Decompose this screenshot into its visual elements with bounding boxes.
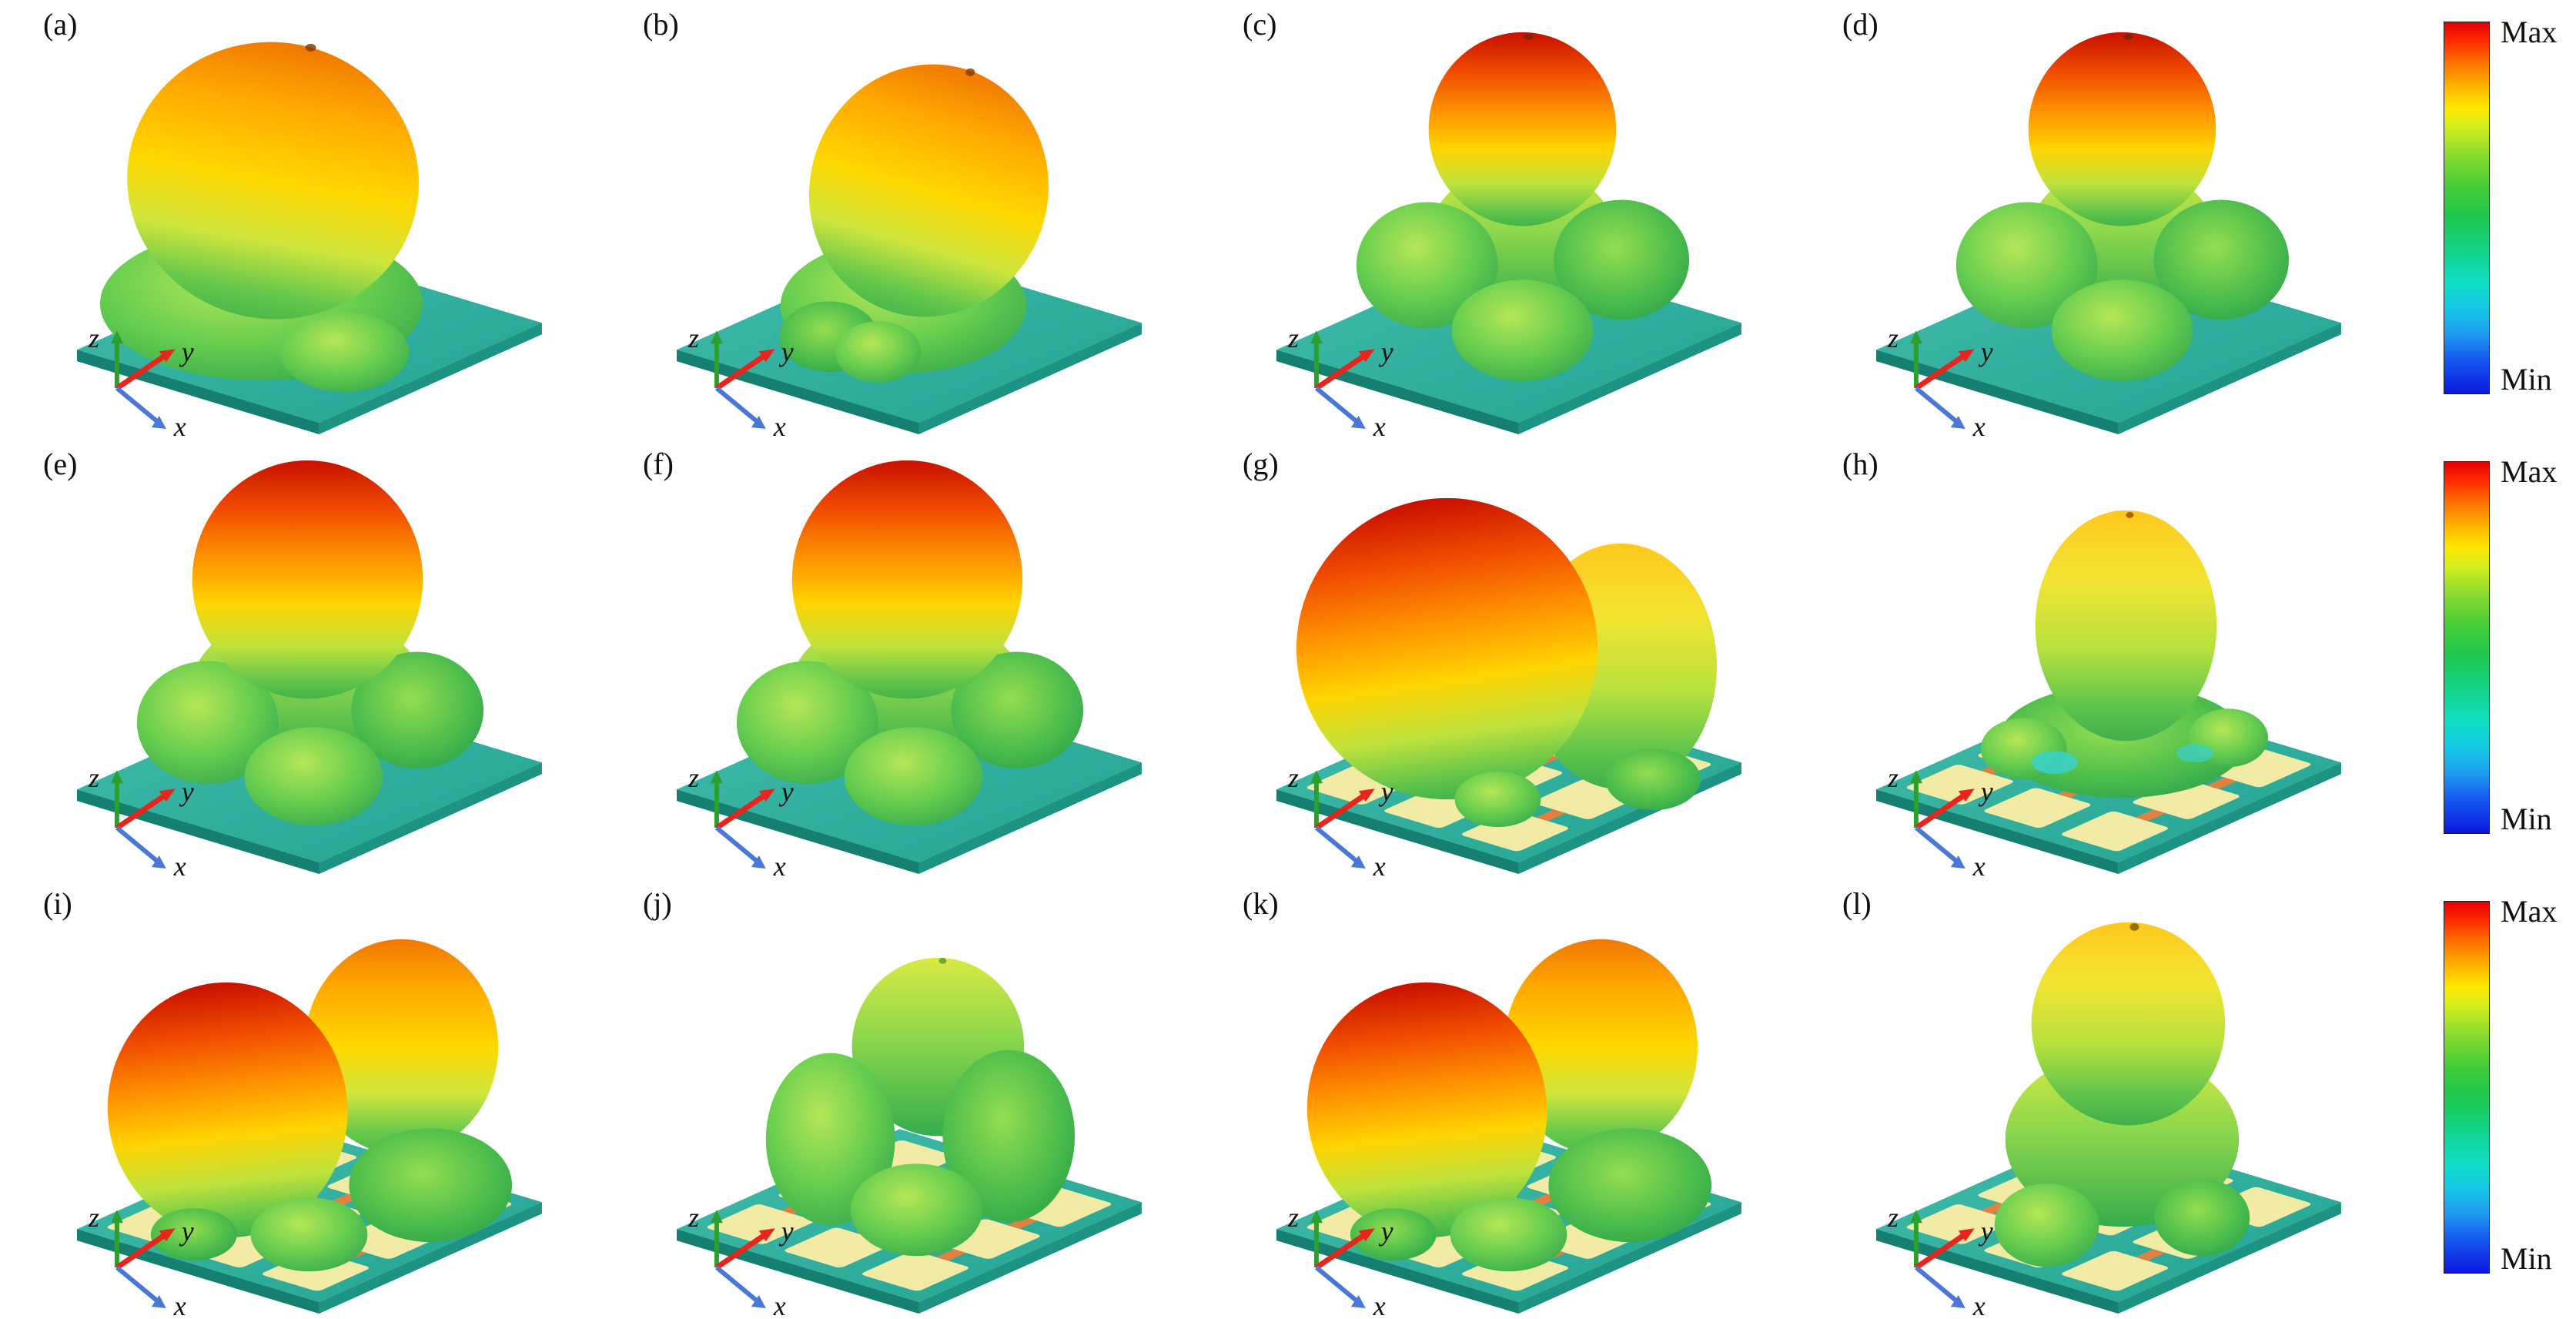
axis-label-x: x	[1972, 411, 1986, 440]
axis-label-z: z	[1287, 323, 1299, 353]
axis-label-x: x	[1972, 851, 1986, 879]
axis-label-z: z	[1287, 762, 1299, 793]
axis-label-y: y	[1979, 1216, 1993, 1247]
axis-label-x: x	[773, 851, 786, 879]
axis-label-z: z	[687, 1202, 699, 1233]
axis-label-x: x	[173, 851, 186, 879]
panel-l: (l) z y x	[1799, 879, 2399, 1319]
panel-j: (j) z y x	[600, 879, 1199, 1319]
panel-label: (i)	[43, 886, 72, 921]
axis-label-x: x	[1972, 1291, 1986, 1319]
panel-a: (a) z y x	[0, 0, 600, 440]
radiation-pattern-plot: z y x	[0, 939, 600, 1319]
radiation-pattern-plot: z y x	[1799, 922, 2399, 1319]
radiation-pattern-blob	[99, 18, 441, 393]
axis-label-y: y	[779, 336, 794, 367]
radiation-pattern-blob	[765, 957, 1076, 1257]
axis-label-x: x	[1373, 411, 1386, 440]
axis-label-x: x	[173, 1291, 186, 1319]
radiation-pattern-blob	[1980, 510, 2269, 798]
radiation-pattern-plot: z y x	[1276, 32, 1741, 440]
panel-label: (g)	[1243, 447, 1279, 481]
panel-label: (b)	[643, 7, 679, 42]
panel-b: (b) z y x	[600, 0, 1199, 440]
radiation-pattern-plot: z y x	[1799, 510, 2399, 879]
panel-e: (e) z y x	[0, 440, 600, 879]
radiation-pattern-plot: z y x	[1199, 939, 1799, 1319]
radiation-pattern-blob	[95, 939, 513, 1272]
colorbar-row-1: Max Min	[2399, 0, 2576, 440]
colorbar-max-label: Max	[2501, 894, 2558, 929]
axis-label-y: y	[179, 776, 194, 807]
axis-label-x: x	[773, 1291, 786, 1319]
axis-label-y: y	[1379, 776, 1393, 807]
panel-label: (j)	[643, 886, 672, 921]
radiation-pattern-blob	[1294, 939, 1712, 1272]
colorbar	[2444, 22, 2490, 394]
axis-label-y: y	[179, 336, 194, 367]
axis-label-z: z	[88, 323, 99, 353]
axis-label-z: z	[1887, 1202, 1899, 1233]
axis-label-z: z	[88, 762, 99, 793]
panel-label: (f)	[643, 447, 674, 481]
colorbar-row-3: Max Min	[2399, 879, 2576, 1319]
axis-label-z: z	[88, 1202, 99, 1233]
axis-label-x: x	[173, 411, 186, 440]
colorbar-max-label: Max	[2501, 454, 2558, 489]
panel-d: (d) z y x	[1799, 0, 2399, 440]
panel-g: (g) z y x	[1199, 440, 1799, 879]
panel-k: (k) z y x	[1199, 879, 1799, 1319]
axis-label-z: z	[1887, 323, 1899, 353]
radiation-pattern-plot: z y x	[1876, 32, 2341, 440]
panel-c: (c) z y x	[1199, 0, 1799, 440]
panel-f: (f) z y x	[600, 440, 1199, 879]
radiation-pattern-plot: z y x	[600, 957, 1199, 1319]
axis-label-y: y	[1379, 1216, 1393, 1247]
axis-label-y: y	[179, 1216, 194, 1247]
colorbar-max-label: Max	[2501, 15, 2558, 49]
panel-label: (d)	[1842, 7, 1878, 42]
radiation-pattern-blob	[1994, 922, 2250, 1267]
axis-label-y: y	[1979, 776, 1993, 807]
radiation-pattern-plot: z y x	[677, 35, 1142, 440]
colorbar	[2444, 461, 2490, 834]
colorbar	[2444, 901, 2490, 1274]
panel-i: (i) z y x	[0, 879, 600, 1319]
axis-label-y: y	[1379, 336, 1393, 367]
axis-label-z: z	[1887, 762, 1899, 793]
axis-label-y: y	[779, 776, 794, 807]
axis-label-x: x	[1373, 851, 1386, 879]
axis-label-z: z	[687, 762, 699, 793]
panel-label: (k)	[1243, 886, 1279, 921]
radiation-pattern-plot: z y x	[677, 460, 1142, 879]
axis-label-y: y	[1979, 336, 1993, 367]
axis-label-x: x	[1373, 1291, 1386, 1319]
panel-label: (h)	[1842, 447, 1878, 481]
radiation-pattern-plot: z y x	[77, 460, 542, 879]
axis-label-z: z	[687, 323, 699, 353]
axis-label-x: x	[773, 411, 786, 440]
radiation-pattern-plot: z y x	[77, 18, 542, 440]
panel-label: (c)	[1243, 7, 1277, 42]
panel-label: (l)	[1842, 886, 1872, 921]
panel-label: (a)	[43, 7, 78, 42]
radiation-pattern-plot: z y x	[1199, 478, 1799, 879]
colorbar-min-label: Min	[2501, 802, 2552, 836]
axis-label-z: z	[1287, 1202, 1299, 1233]
colorbar-min-label: Min	[2501, 1241, 2552, 1276]
panel-label: (e)	[43, 447, 78, 481]
axis-label-y: y	[779, 1216, 794, 1247]
panel-h: (h) z y x	[1799, 440, 2399, 879]
colorbar-row-2: Max Min	[2399, 440, 2576, 879]
colorbar-min-label: Min	[2501, 362, 2552, 397]
